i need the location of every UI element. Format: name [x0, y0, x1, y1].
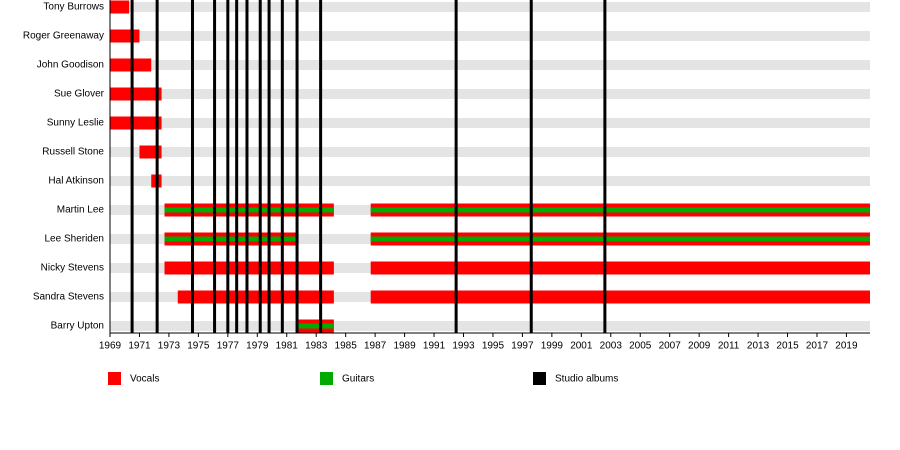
x-tick-label: 1975 [187, 341, 210, 352]
member-name: Lee Sheriden [45, 234, 105, 245]
vocals-bar [370, 290, 870, 304]
legend-label: Studio albums [555, 374, 618, 385]
guitars-bar [370, 236, 870, 242]
row-stripe [110, 60, 870, 70]
row-stripe [110, 176, 870, 186]
x-tick-label: 1969 [99, 341, 122, 352]
x-tick-label: 1991 [423, 341, 446, 352]
x-tick-label: 2001 [570, 341, 593, 352]
x-tick-label: 2003 [600, 341, 623, 352]
x-tick-label: 2007 [659, 341, 682, 352]
x-tick-label: 2005 [629, 341, 652, 352]
member-name: Nicky Stevens [41, 263, 104, 274]
x-tick-label: 2009 [688, 341, 711, 352]
vocals-bar [110, 29, 140, 43]
guitars-bar [164, 236, 299, 242]
legend-label: Vocals [130, 374, 159, 385]
x-tick-label: 1981 [276, 341, 299, 352]
member-name: Russell Stone [42, 147, 104, 158]
x-tick-label: 1973 [158, 341, 181, 352]
x-tick-label: 1987 [364, 341, 387, 352]
vocals-bar [177, 290, 334, 304]
member-name: Sunny Leslie [47, 118, 105, 129]
vocals-bar [110, 116, 162, 130]
x-tick-label: 2013 [747, 341, 770, 352]
x-tick-label: 1979 [246, 341, 269, 352]
row-stripe [110, 31, 870, 41]
x-tick-label: 1985 [335, 341, 358, 352]
x-tick-label: 1993 [452, 341, 475, 352]
member-name: Hal Atkinson [48, 176, 104, 187]
legend-swatch [533, 372, 546, 385]
vocals-bar [110, 87, 162, 101]
legend-swatch [108, 372, 121, 385]
member-name: Sandra Stevens [33, 292, 104, 303]
row-stripe [110, 321, 870, 331]
vocals-bar [370, 261, 870, 275]
guitars-bar [370, 207, 870, 213]
member-name: Roger Greenaway [23, 31, 104, 42]
x-tick-label: 1995 [482, 341, 505, 352]
x-tick-label: 2011 [718, 341, 740, 352]
row-stripe [110, 147, 870, 157]
x-tick-label: 2017 [806, 341, 829, 352]
member-name: John Goodison [37, 60, 104, 71]
guitars-bar [164, 207, 334, 213]
member-name: Sue Glover [54, 89, 105, 100]
vocals-bar [110, 0, 130, 14]
x-tick-label: 2019 [835, 341, 858, 352]
legend-swatch [320, 372, 333, 385]
x-tick-label: 1997 [511, 341, 534, 352]
x-tick-label: 1983 [305, 341, 328, 352]
row-stripe [110, 89, 870, 99]
row-stripe [110, 118, 870, 128]
guitars-bar [298, 323, 334, 329]
vocals-bar [164, 261, 334, 275]
member-name: Tony Burrows [43, 2, 104, 13]
row-stripe [110, 2, 870, 12]
legend-label: Guitars [342, 374, 374, 385]
x-tick-label: 1989 [393, 341, 416, 352]
x-tick-label: 1999 [541, 341, 564, 352]
x-tick-label: 1977 [217, 341, 240, 352]
x-tick-label: 2015 [776, 341, 799, 352]
member-name: Martin Lee [57, 205, 105, 216]
x-tick-label: 1971 [128, 341, 151, 352]
member-name: Barry Upton [51, 321, 104, 332]
